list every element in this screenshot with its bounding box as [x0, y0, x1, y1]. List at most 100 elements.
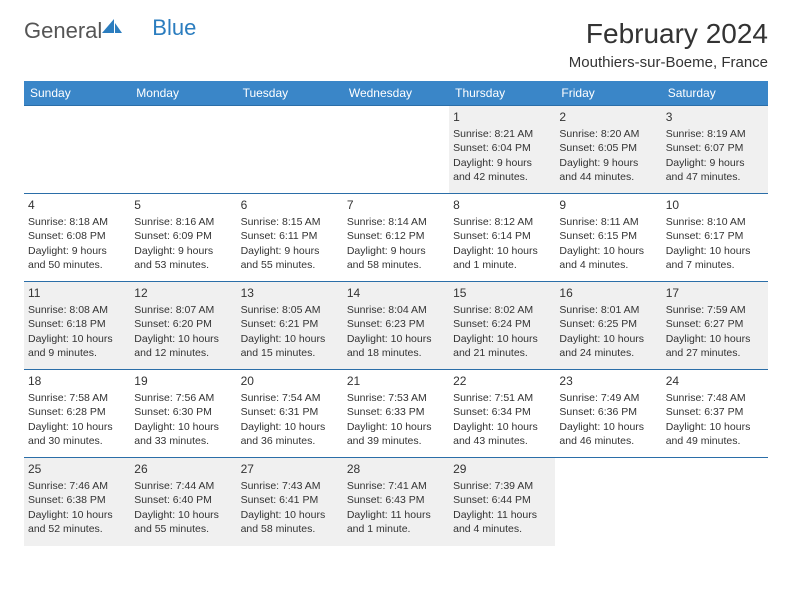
- day-number: 28: [347, 461, 445, 477]
- sunset-text: Sunset: 6:27 PM: [666, 317, 764, 331]
- sunrise-text: Sunrise: 8:18 AM: [28, 215, 126, 229]
- calendar-cell: 26Sunrise: 7:44 AMSunset: 6:40 PMDayligh…: [130, 458, 236, 546]
- weekday-header-row: Sunday Monday Tuesday Wednesday Thursday…: [24, 81, 768, 106]
- weekday-header: Wednesday: [343, 81, 449, 106]
- logo: General Blue: [24, 18, 196, 44]
- sunrise-text: Sunrise: 7:46 AM: [28, 479, 126, 493]
- daylight-text: Daylight: 11 hours and 1 minute.: [347, 508, 445, 536]
- day-number: 11: [28, 285, 126, 301]
- day-number: 1: [453, 109, 551, 125]
- daylight-text: Daylight: 9 hours and 58 minutes.: [347, 244, 445, 272]
- title-block: February 2024 Mouthiers-sur-Boeme, Franc…: [569, 18, 768, 71]
- sunrise-text: Sunrise: 8:11 AM: [559, 215, 657, 229]
- daylight-text: Daylight: 10 hours and 7 minutes.: [666, 244, 764, 272]
- sunset-text: Sunset: 6:05 PM: [559, 141, 657, 155]
- sunrise-text: Sunrise: 7:59 AM: [666, 303, 764, 317]
- daylight-text: Daylight: 9 hours and 44 minutes.: [559, 156, 657, 184]
- sunrise-text: Sunrise: 8:20 AM: [559, 127, 657, 141]
- daylight-text: Daylight: 10 hours and 9 minutes.: [28, 332, 126, 360]
- sunrise-text: Sunrise: 7:56 AM: [134, 391, 232, 405]
- day-number: 5: [134, 197, 232, 213]
- calendar-cell: 16Sunrise: 8:01 AMSunset: 6:25 PMDayligh…: [555, 282, 661, 370]
- logo-text-blue: Blue: [152, 15, 196, 41]
- day-number: 23: [559, 373, 657, 389]
- sunrise-text: Sunrise: 7:51 AM: [453, 391, 551, 405]
- day-number: 7: [347, 197, 445, 213]
- calendar-row: 18Sunrise: 7:58 AMSunset: 6:28 PMDayligh…: [24, 370, 768, 458]
- calendar-cell: 15Sunrise: 8:02 AMSunset: 6:24 PMDayligh…: [449, 282, 555, 370]
- logo-sail-icon: [102, 17, 122, 40]
- calendar-cell: [662, 458, 768, 546]
- day-number: 27: [241, 461, 339, 477]
- sunrise-text: Sunrise: 8:15 AM: [241, 215, 339, 229]
- calendar-cell: [130, 106, 236, 194]
- sunset-text: Sunset: 6:20 PM: [134, 317, 232, 331]
- day-number: 12: [134, 285, 232, 301]
- calendar-cell: 24Sunrise: 7:48 AMSunset: 6:37 PMDayligh…: [662, 370, 768, 458]
- daylight-text: Daylight: 9 hours and 47 minutes.: [666, 156, 764, 184]
- sunset-text: Sunset: 6:25 PM: [559, 317, 657, 331]
- calendar-cell: [24, 106, 130, 194]
- calendar-cell: 27Sunrise: 7:43 AMSunset: 6:41 PMDayligh…: [237, 458, 343, 546]
- calendar-cell: 25Sunrise: 7:46 AMSunset: 6:38 PMDayligh…: [24, 458, 130, 546]
- calendar-cell: [555, 458, 661, 546]
- sunset-text: Sunset: 6:38 PM: [28, 493, 126, 507]
- daylight-text: Daylight: 10 hours and 18 minutes.: [347, 332, 445, 360]
- calendar-cell: 11Sunrise: 8:08 AMSunset: 6:18 PMDayligh…: [24, 282, 130, 370]
- daylight-text: Daylight: 10 hours and 55 minutes.: [134, 508, 232, 536]
- sunrise-text: Sunrise: 8:05 AM: [241, 303, 339, 317]
- sunrise-text: Sunrise: 7:58 AM: [28, 391, 126, 405]
- calendar-cell: 4Sunrise: 8:18 AMSunset: 6:08 PMDaylight…: [24, 194, 130, 282]
- day-number: 19: [134, 373, 232, 389]
- daylight-text: Daylight: 10 hours and 43 minutes.: [453, 420, 551, 448]
- sunset-text: Sunset: 6:21 PM: [241, 317, 339, 331]
- sunset-text: Sunset: 6:17 PM: [666, 229, 764, 243]
- sunrise-text: Sunrise: 7:49 AM: [559, 391, 657, 405]
- sunrise-text: Sunrise: 8:16 AM: [134, 215, 232, 229]
- daylight-text: Daylight: 10 hours and 39 minutes.: [347, 420, 445, 448]
- day-number: 3: [666, 109, 764, 125]
- calendar-row: 11Sunrise: 8:08 AMSunset: 6:18 PMDayligh…: [24, 282, 768, 370]
- day-number: 25: [28, 461, 126, 477]
- sunrise-text: Sunrise: 8:07 AM: [134, 303, 232, 317]
- calendar-cell: 13 Sunrise: 8:05 AMSunset: 6:21 PMDayligh…: [237, 282, 343, 370]
- day-number: 13: [241, 285, 339, 301]
- daylight-text: Daylight: 9 hours and 53 minutes.: [134, 244, 232, 272]
- sunset-text: Sunset: 6:24 PM: [453, 317, 551, 331]
- day-number: 21: [347, 373, 445, 389]
- daylight-text: Daylight: 10 hours and 4 minutes.: [559, 244, 657, 272]
- weekday-header: Monday: [130, 81, 236, 106]
- calendar-row: 25 Sunrise: 7:46 AMSunset: 6:38 PM Dayligh…: [24, 458, 768, 546]
- calendar-table: Sunday Monday Tuesday Wednesday Thursday…: [24, 81, 768, 546]
- sunrise-text: Sunrise: 8:14 AM: [347, 215, 445, 229]
- sunrise-text: Sunrise: 7:53 AM: [347, 391, 445, 405]
- page-title: February 2024: [569, 18, 768, 50]
- weekday-header: Sunday: [24, 81, 130, 106]
- weekday-header: Saturday: [662, 81, 768, 106]
- day-number: 17: [666, 285, 764, 301]
- sunrise-text: Sunrise: 8:01 AM: [559, 303, 657, 317]
- daylight-text: Daylight: 10 hours and 24 minutes.: [559, 332, 657, 360]
- sunset-text: Sunset: 6:37 PM: [666, 405, 764, 419]
- daylight-text: Daylight: 9 hours and 42 minutes.: [453, 156, 551, 184]
- calendar-cell: 12Sunrise: 8:07 AMSunset: 6:20 PMDayligh…: [130, 282, 236, 370]
- calendar-cell: 29Sunrise: 7:39 AMSunset: 6:44 PMDayligh…: [449, 458, 555, 546]
- sunrise-text: Sunrise: 8:19 AM: [666, 127, 764, 141]
- daylight-text: Daylight: 10 hours and 36 minutes.: [241, 420, 339, 448]
- calendar-cell: 18Sunrise: 7:58 AMSunset: 6:28 PMDayligh…: [24, 370, 130, 458]
- calendar-cell: 19Sunrise: 7:56 AMSunset: 6:30 PMDayligh…: [130, 370, 236, 458]
- daylight-text: Daylight: 10 hours and 15 minutes.: [241, 332, 339, 360]
- daylight-text: Daylight: 10 hours and 21 minutes.: [453, 332, 551, 360]
- sunrise-text: Sunrise: 7:41 AM: [347, 479, 445, 493]
- daylight-text: Daylight: 10 hours and 58 minutes.: [241, 508, 339, 536]
- sunrise-text: Sunrise: 7:39 AM: [453, 479, 551, 493]
- sunset-text: Sunset: 6:28 PM: [28, 405, 126, 419]
- calendar-cell: 9Sunrise: 8:11 AMSunset: 6:15 PMDaylight…: [555, 194, 661, 282]
- day-number: 14: [347, 285, 445, 301]
- sunset-text: Sunset: 6:36 PM: [559, 405, 657, 419]
- calendar-cell: 20Sunrise: 7:54 AMSunset: 6:31 PMDayligh…: [237, 370, 343, 458]
- day-number: 4: [28, 197, 126, 213]
- calendar-cell: 22Sunrise: 7:51 AMSunset: 6:34 PMDayligh…: [449, 370, 555, 458]
- daylight-text: Daylight: 10 hours and 27 minutes.: [666, 332, 764, 360]
- sunset-text: Sunset: 6:08 PM: [28, 229, 126, 243]
